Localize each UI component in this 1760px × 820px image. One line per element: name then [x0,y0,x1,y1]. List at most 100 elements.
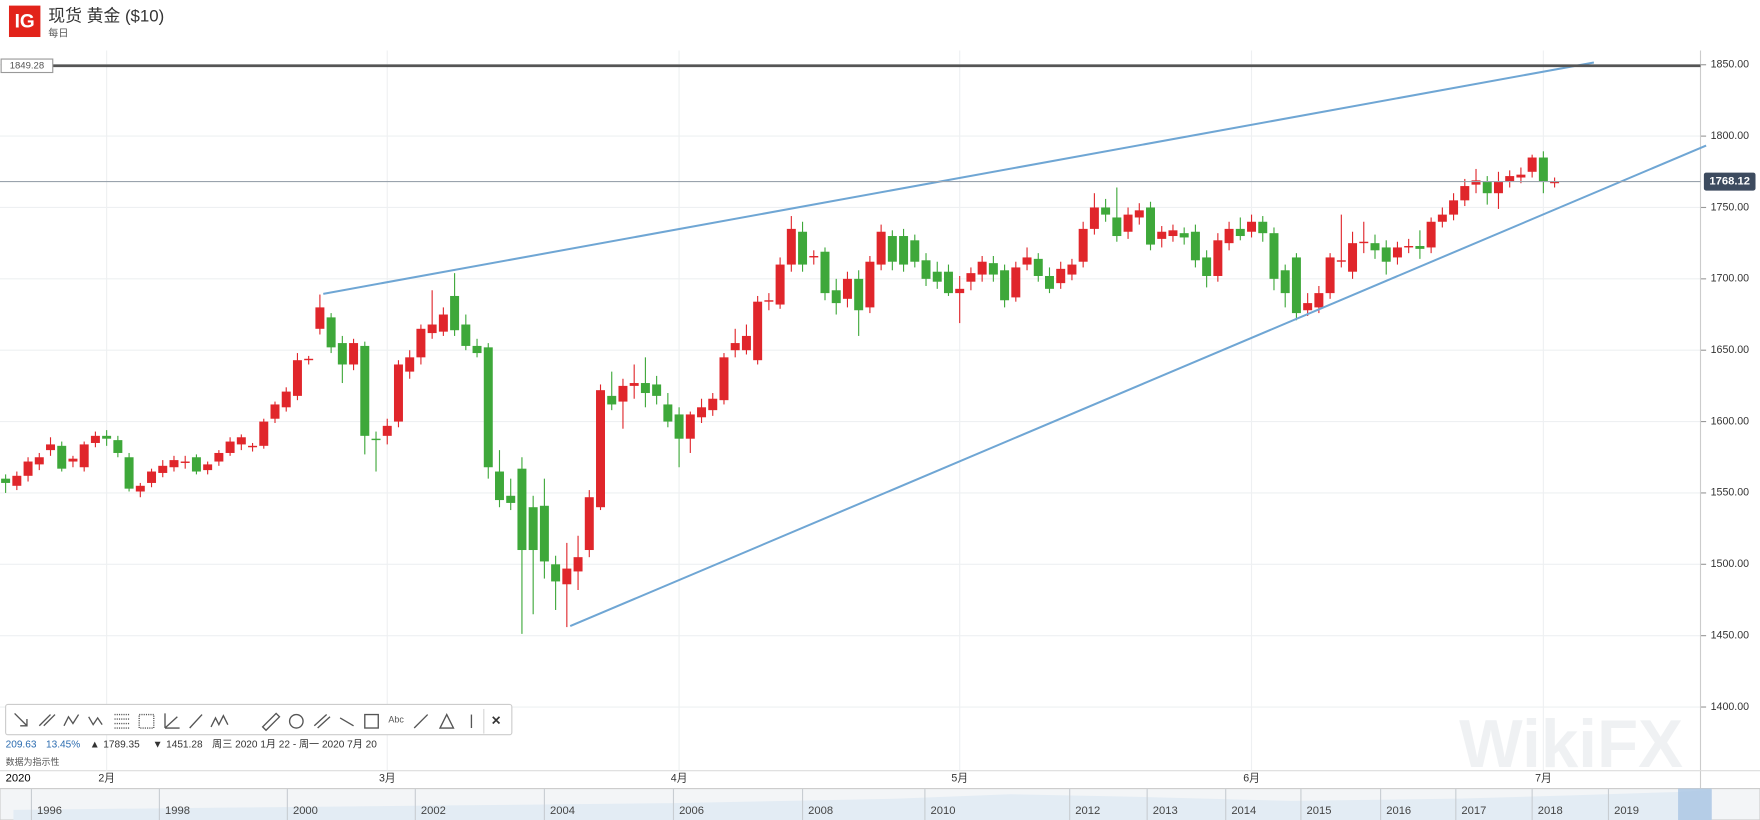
candle-body [382,425,392,436]
navigator-year: 2004 [550,805,575,817]
candle-body [34,457,44,465]
candle-body [427,324,437,334]
candle-body [214,452,224,462]
toolbar: Abc [5,703,513,736]
candle-body [719,357,729,401]
tool-triangle[interactable] [438,713,455,729]
candle-body [887,236,897,262]
candle-body [798,231,808,265]
y-tick-label: 1450.00 [1711,629,1750,641]
candle-body [124,457,134,489]
candle-body [1146,207,1155,245]
tool-ruler[interactable] [261,712,281,732]
candle-body [1404,246,1414,248]
tool-ray[interactable] [413,714,429,729]
candle-body [1280,270,1290,294]
candle-body [1381,247,1391,262]
navigator-year: 2002 [421,805,446,817]
tool-fib[interactable] [114,713,131,729]
candle-body [697,407,707,418]
candle-body [1101,207,1111,215]
candle-body [1022,257,1032,265]
candle-body [899,236,909,265]
toolbar-close[interactable] [492,716,501,725]
tool-circle[interactable] [288,713,304,729]
candle-body [1314,293,1324,308]
candle-body [1527,157,1537,172]
candle-body [236,437,246,445]
candle-body [483,347,493,468]
tool-text[interactable]: Abc [388,715,404,725]
candle-body [1089,207,1099,229]
candle-body [820,251,830,294]
resistance-label-box [0,58,54,74]
tool-parallel[interactable] [313,714,331,729]
tool-fan[interactable] [164,713,180,729]
navigator-year: 2017 [1461,805,1486,817]
stat-change-pct: 13.45% [46,740,80,751]
candle-body [955,288,965,294]
candle-body [416,328,426,358]
candle-body [1336,260,1346,262]
tool-wave[interactable] [63,714,80,727]
candle-body [921,260,931,279]
candle-body [1269,233,1279,279]
candle-body [135,485,145,492]
navigator-window[interactable] [1678,788,1712,820]
x-tick-label: 4月 [671,772,688,784]
tool-grid[interactable] [138,713,155,729]
stat-high: 1789.35 [103,740,140,751]
candle-body [629,383,639,386]
tool-channel[interactable] [38,714,56,727]
candle-body [1247,221,1257,232]
tool-segment[interactable] [339,717,354,727]
tool-line[interactable] [189,714,203,729]
candle-body [551,564,561,582]
y-tick-label: 1850.00 [1711,59,1750,71]
tool-zigzag[interactable] [88,716,103,726]
candle-body [932,271,942,282]
candle-body [1078,228,1088,262]
navigator: 1996 1998 2000 2002 2004 2006 2008 2010 2012 2013… [0,788,1760,820]
candle-body [753,301,763,361]
resistance-label: 1849.28 [10,60,44,71]
candle-body [685,414,695,439]
candle-body [1482,181,1492,194]
candle-body [158,465,168,473]
candle-body [1258,221,1268,234]
x-tick-label: 6月 [1243,772,1260,784]
candle-body [1067,264,1077,275]
y-tick-label: 1750.00 [1711,201,1750,213]
candle-body [1460,186,1470,201]
candle-body [1045,275,1054,289]
y-tick-label: 1700.00 [1711,273,1750,285]
candle-body [169,460,179,468]
candle-body [1291,257,1301,314]
candle-body [618,385,628,402]
candle-body [663,404,673,422]
candle-body [640,383,650,394]
candle-body [1168,230,1178,237]
candle-body [248,445,258,448]
last-price-box [1703,172,1756,191]
candle-body [517,468,527,551]
candle-body [472,345,482,354]
candle-body [596,390,605,508]
candle-body [180,461,190,463]
candle-body [1370,243,1380,251]
candle-body [304,358,314,361]
candle-body [1538,157,1548,182]
candle-body [1426,221,1436,248]
candle-body [1505,176,1515,182]
tool-pattern[interactable] [210,714,229,728]
candle-body [393,364,403,422]
candle-body [809,256,819,258]
candle-body [270,404,280,419]
tool-rect[interactable] [364,713,379,729]
candle-body [1000,270,1010,301]
candle-body [337,343,347,365]
candle-body [1179,233,1189,238]
navigator-year: 2014 [1231,805,1256,817]
candle-body [741,335,751,351]
tool-arrow[interactable] [14,712,28,727]
